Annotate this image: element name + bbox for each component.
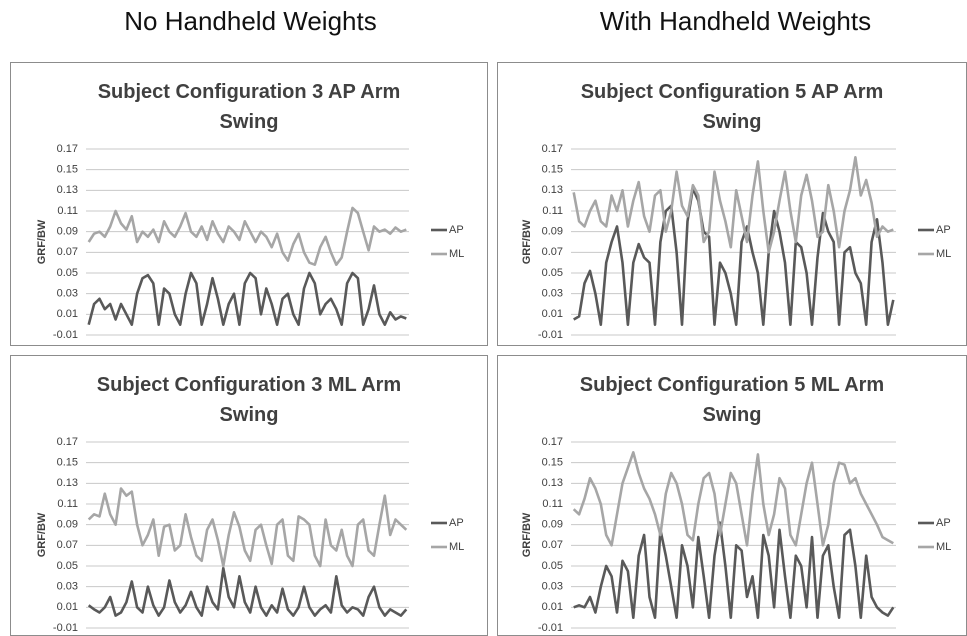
y-tick-label: 0.01	[542, 308, 563, 320]
y-tick-label: 0.15	[57, 164, 78, 176]
y-tick-label: 0.11	[57, 205, 78, 217]
legend-label: AP	[936, 517, 951, 529]
y-tick-label: 0.01	[57, 308, 78, 320]
chart: -0.01 0.01 0.03 0.05 0.07 0.09 0.11 0.13 0.15 0.1…	[36, 143, 464, 341]
legend-label: ML	[936, 541, 951, 553]
series-line	[572, 451, 894, 547]
y-tick-label: 0.03	[57, 288, 78, 300]
series-line	[573, 521, 895, 619]
series-line	[87, 487, 408, 568]
y-tick-label: 0.11	[57, 498, 78, 510]
y-tick-label: 0.05	[57, 560, 78, 572]
y-tick-label: 0.07	[57, 246, 78, 258]
y-tick-label: -0.01	[53, 622, 78, 634]
y-tick-label: 0.09	[57, 519, 78, 531]
y-tick-label: 0.03	[542, 581, 563, 593]
chart-title: Subject Configuration 5 ML Arm Swing	[579, 374, 885, 426]
chart-title: Subject Configuration 5 AP Arm Swing	[580, 81, 884, 133]
y-tick-label: -0.01	[538, 622, 563, 634]
column-header: No Handheld Weights	[124, 6, 377, 36]
legend-label: AP	[449, 517, 464, 529]
y-tick-label: 0.09	[542, 519, 563, 531]
y-axis-label: GRF/BW	[36, 512, 48, 557]
y-tick-label: 0.09	[57, 226, 78, 238]
y-tick-label: 0.05	[57, 267, 78, 279]
chart-panel: -0.01 0.01 0.03 0.05 0.07 0.09 0.11 0.13 0.15 0.1…	[497, 62, 967, 346]
y-tick-label: 0.11	[542, 498, 563, 510]
y-tick-label: 0.13	[57, 184, 78, 196]
chart-title: Subject Configuration 3 AP Arm Swing	[97, 81, 401, 133]
y-tick-label: -0.01	[53, 329, 78, 341]
y-tick-label: 0.13	[542, 184, 563, 196]
legend-label: ML	[936, 248, 951, 260]
y-tick-label: 0.11	[542, 205, 563, 217]
y-tick-label: 0.01	[57, 601, 78, 613]
legend-label: ML	[449, 541, 464, 553]
y-tick-label: 0.13	[57, 477, 78, 489]
y-tick-label: 0.07	[542, 246, 563, 258]
y-axis-label: GRF/BW	[521, 219, 533, 264]
y-axis-label: GRF/BW	[521, 512, 533, 557]
y-tick-label: 0.05	[542, 560, 563, 572]
legend-label: AP	[936, 224, 951, 236]
y-tick-label: 0.15	[542, 164, 563, 176]
chart-panel: -0.01 0.01 0.03 0.05 0.07 0.09 0.11 0.13 0.15 0.1…	[10, 62, 488, 346]
column-header: With Handheld Weights	[599, 6, 872, 36]
chart-title: Subject Configuration 3 ML Arm Swing	[96, 374, 402, 426]
chart: -0.01 0.01 0.03 0.05 0.07 0.09 0.11 0.13 0.15 0.1…	[521, 143, 951, 341]
y-tick-label: 0.15	[57, 457, 78, 469]
series-line	[87, 271, 407, 326]
y-tick-label: -0.01	[538, 329, 563, 341]
y-tick-label: 0.17	[542, 143, 563, 155]
chart-panel: -0.01 0.01 0.03 0.05 0.07 0.09 0.11 0.13 0.15 0.1…	[10, 355, 488, 636]
y-axis-label: GRF/BW	[36, 219, 48, 264]
y-tick-label: 0.17	[57, 143, 78, 155]
y-tick-label: 0.03	[542, 288, 563, 300]
y-tick-label: 0.01	[542, 601, 563, 613]
series-line	[572, 156, 894, 254]
legend-label: ML	[449, 248, 464, 260]
chart: -0.01 0.01 0.03 0.05 0.07 0.09 0.11 0.13 0.15 0.1…	[521, 436, 951, 634]
y-tick-label: 0.03	[57, 581, 78, 593]
y-tick-label: 0.15	[542, 457, 563, 469]
y-tick-label: 0.07	[57, 539, 78, 551]
series-line	[573, 187, 895, 326]
y-tick-label: 0.07	[542, 539, 563, 551]
chart-panel: -0.01 0.01 0.03 0.05 0.07 0.09 0.11 0.13 0.15 0.1…	[497, 355, 967, 636]
legend-label: AP	[449, 224, 464, 236]
y-tick-label: 0.17	[542, 436, 563, 448]
y-tick-label: 0.09	[542, 226, 563, 238]
series-line	[87, 206, 407, 266]
y-tick-label: 0.05	[542, 267, 563, 279]
y-tick-label: 0.13	[542, 477, 563, 489]
chart: -0.01 0.01 0.03 0.05 0.07 0.09 0.11 0.13 0.15 0.1…	[36, 436, 464, 634]
y-tick-label: 0.17	[57, 436, 78, 448]
series-line	[87, 566, 408, 617]
